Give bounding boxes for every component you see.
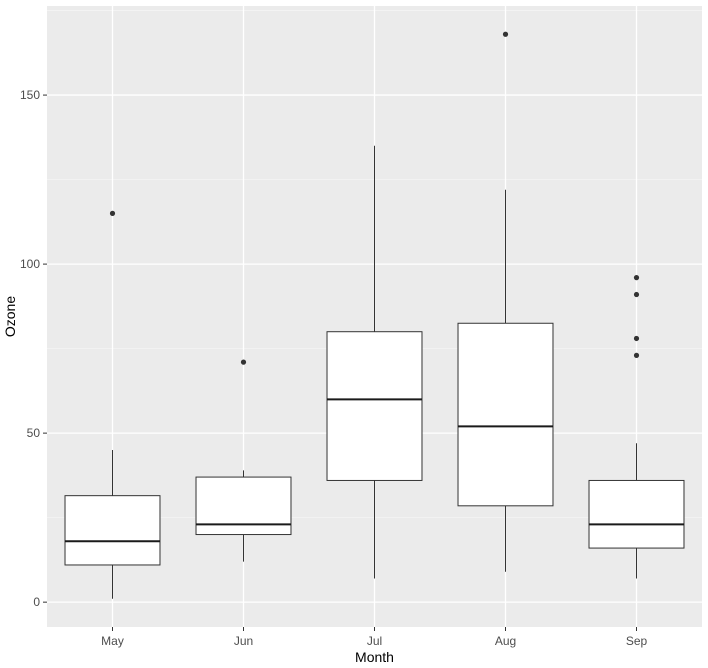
outlier-point <box>502 31 509 37</box>
outlier-point <box>109 210 116 216</box>
x-axis-title: Month <box>355 649 394 665</box>
outlier-point <box>633 291 640 298</box>
y-tick-label: 100 <box>20 257 40 271</box>
x-tick-label: Jun <box>234 634 253 648</box>
box-iqr <box>64 495 161 566</box>
x-tick-label: Sep <box>626 634 648 648</box>
box-aug <box>457 31 554 572</box>
box-sep <box>588 275 685 579</box>
y-tick-label: 50 <box>27 426 41 440</box>
y-tick-label: 0 <box>33 595 40 609</box>
y-axis-title: Ozone <box>2 296 18 337</box>
axes: 0 50 100 150 May Jun Jul Aug Sep <box>20 88 648 648</box>
box-iqr <box>326 331 423 481</box>
box-may <box>64 210 161 599</box>
x-tick-label: Aug <box>495 634 516 648</box>
box-series <box>64 31 685 599</box>
box-iqr <box>457 322 554 507</box>
box-jun <box>195 359 292 562</box>
outlier-point <box>633 352 640 358</box>
outlier-point <box>633 275 640 281</box>
y-tick-label: 150 <box>20 88 40 102</box>
outlier-point <box>633 335 640 342</box>
outlier-point <box>240 359 247 365</box>
box-iqr <box>195 476 292 536</box>
x-tick-label: May <box>101 634 124 648</box>
box-jul <box>326 145 423 579</box>
x-tick-label: Jul <box>367 634 382 648</box>
box-iqr <box>588 479 685 549</box>
